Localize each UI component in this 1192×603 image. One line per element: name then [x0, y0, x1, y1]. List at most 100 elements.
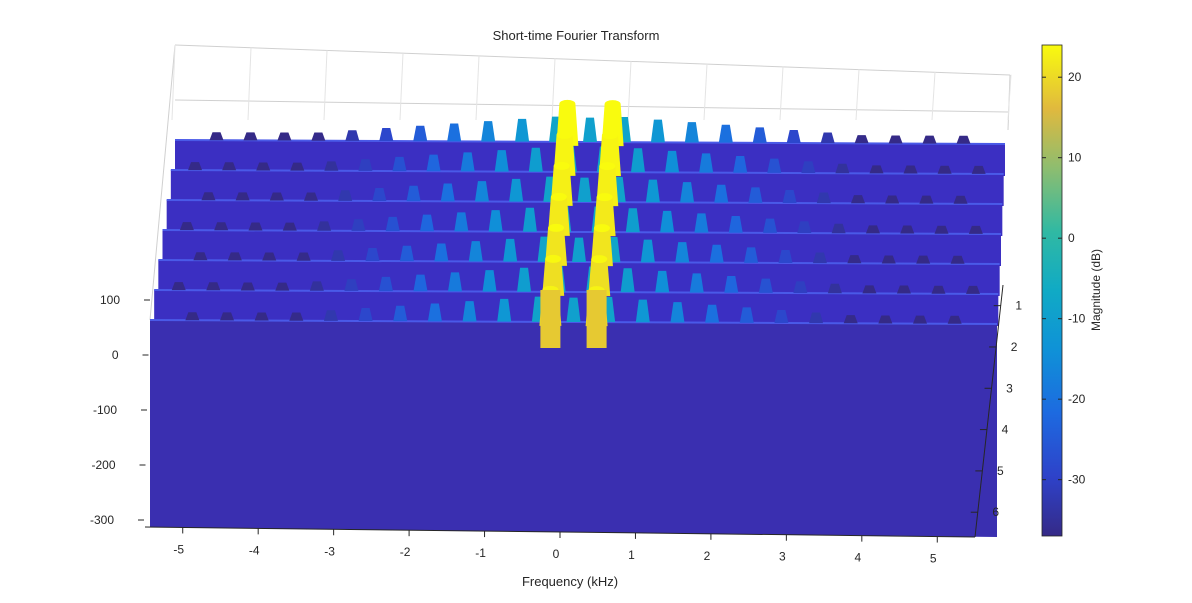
- harmonic-bump: [206, 282, 221, 291]
- harmonic-bump: [714, 184, 729, 203]
- harmonic-bump: [509, 178, 524, 202]
- harmonic-bump: [793, 281, 808, 294]
- peak-cap: [553, 161, 570, 170]
- harmonic-bump: [447, 123, 462, 142]
- z-tick-label: 100: [100, 293, 120, 307]
- harmonic-bump: [296, 252, 311, 261]
- harmonic-bump: [399, 245, 414, 262]
- harmonic-bump: [748, 187, 763, 203]
- harmonic-bump: [309, 281, 324, 291]
- harmonic-bump: [820, 132, 835, 144]
- harmonic-bump: [566, 297, 581, 322]
- harmonic-bump: [494, 150, 509, 172]
- y-tick-label: 2: [1011, 340, 1018, 354]
- x-tick-label: 4: [854, 551, 861, 565]
- harmonic-bump: [831, 223, 846, 234]
- harmonic-bump: [345, 130, 360, 141]
- peak-cap: [593, 224, 610, 233]
- harmonic-bump: [709, 244, 724, 263]
- x-tick-label: 0: [553, 547, 560, 561]
- colorbar-label: Magnitude (dB): [1089, 249, 1103, 331]
- harmonic-bump: [275, 282, 290, 291]
- harmonic-bump: [262, 252, 277, 261]
- back-grid-line: [703, 63, 708, 121]
- harmonic-bump: [797, 221, 812, 234]
- harmonic-bump: [289, 312, 304, 321]
- harmonic-bump: [528, 147, 543, 172]
- harmonic-bump: [358, 307, 373, 322]
- front-peak: [540, 290, 561, 348]
- harmonic-bump: [947, 315, 962, 324]
- harmonic-bump: [227, 252, 242, 261]
- harmonic-bump: [767, 158, 782, 173]
- harmonic-bump: [862, 285, 877, 294]
- harmonic-bump: [660, 210, 675, 233]
- harmonic-bump: [801, 161, 816, 174]
- harmonic-bump: [919, 195, 934, 204]
- colorbar-tick-label: 0: [1068, 231, 1075, 245]
- harmonic-bump: [365, 247, 380, 262]
- harmonic-bump: [171, 282, 186, 291]
- harmonic-bump: [188, 162, 203, 171]
- harmonic-bump: [406, 185, 421, 202]
- peak-cap: [604, 100, 621, 109]
- y-tick-label: 6: [992, 505, 999, 519]
- harmonic-bump: [694, 213, 709, 233]
- back-grid-line: [551, 58, 556, 121]
- harmonic-bump: [881, 255, 896, 264]
- surface-slab: [150, 320, 997, 537]
- colorbar-tick-label: -10: [1068, 312, 1086, 326]
- harmonic-bump: [209, 132, 224, 141]
- peak-cap: [559, 99, 576, 108]
- harmonic-bump: [243, 132, 258, 141]
- z-tick-label: -200: [91, 458, 115, 472]
- harmonic-bump: [290, 162, 305, 171]
- harmonic-bump: [462, 301, 477, 322]
- harmonic-bump: [728, 216, 743, 233]
- harmonic-bump: [620, 268, 635, 293]
- harmonic-bump: [896, 285, 911, 294]
- harmonic-bump: [931, 285, 946, 294]
- harmonic-bump: [214, 222, 229, 231]
- harmonic-bump: [248, 222, 263, 231]
- surface-slab: [158, 260, 1000, 296]
- harmonic-bump: [971, 165, 986, 174]
- slice-ridge: [154, 289, 999, 295]
- harmonic-bump: [311, 132, 326, 141]
- harmonic-bump: [358, 159, 373, 171]
- harmonic-bump: [379, 127, 394, 142]
- harmonic-bump: [201, 192, 216, 201]
- x-axis-ticks: -5 -4 -3 -2 -1 0 1 2 3 4 5: [173, 527, 938, 566]
- x-tick-label: 3: [779, 550, 786, 564]
- harmonic-bump: [413, 274, 428, 292]
- harmonic-bump: [440, 183, 455, 202]
- harmonic-bump: [878, 315, 893, 324]
- x-tick-label: -5: [173, 542, 184, 556]
- peak-cap: [601, 131, 618, 140]
- harmonic-bump: [869, 165, 884, 174]
- z-tick-label: -100: [93, 403, 117, 417]
- harmonic-bump: [689, 273, 704, 293]
- harmonic-bump: [179, 222, 194, 231]
- harmonic-bump: [447, 272, 462, 292]
- x-tick-label: -3: [324, 544, 335, 558]
- harmonic-bump: [277, 132, 292, 141]
- harmonic-bump: [733, 156, 748, 173]
- harmonic-bump: [782, 189, 797, 203]
- harmonic-bump: [827, 283, 842, 294]
- back-grid-line: [323, 50, 328, 121]
- harmonic-bump: [331, 250, 346, 261]
- harmonic-bump: [497, 298, 512, 322]
- harmonic-bump: [515, 118, 530, 142]
- harmonic-bump: [625, 208, 640, 233]
- x-tick-label: -1: [475, 546, 486, 560]
- x-tick-label: 1: [628, 548, 635, 562]
- harmonic-bump: [835, 163, 850, 174]
- back-grid-line: [399, 53, 404, 121]
- harmonic-bump: [816, 192, 831, 204]
- harmonic-bump: [739, 307, 754, 323]
- harmonic-bump: [522, 207, 537, 232]
- harmonic-bump: [256, 162, 271, 171]
- harmonic-bump: [583, 117, 597, 142]
